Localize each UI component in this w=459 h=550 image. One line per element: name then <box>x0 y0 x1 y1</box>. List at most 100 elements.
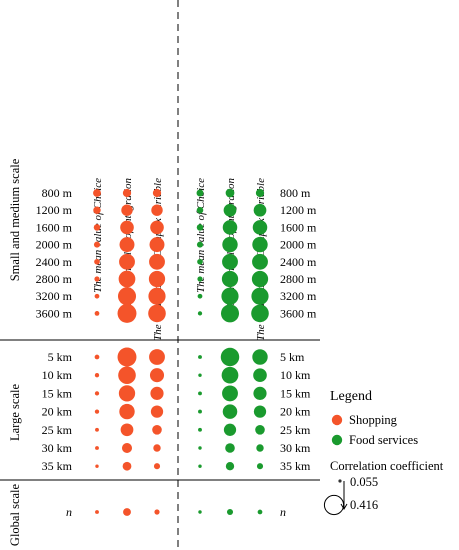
row-label-right: 35 km <box>280 459 311 473</box>
bubble <box>196 206 204 214</box>
row-label-right: 2800 m <box>280 272 317 286</box>
bubble <box>222 236 238 253</box>
bubble <box>150 220 164 235</box>
bubbles <box>93 188 269 516</box>
bubble <box>196 224 204 231</box>
bubble <box>95 427 99 432</box>
bubble <box>150 405 164 418</box>
row-label-right: 5 km <box>280 350 305 364</box>
bubble <box>252 236 268 253</box>
bubble <box>198 510 202 514</box>
bubble <box>251 304 269 323</box>
bubble <box>149 368 165 383</box>
bubble <box>119 403 135 420</box>
legend-series-label: Shopping <box>349 413 398 427</box>
row-label-left: 2400 m <box>36 255 73 269</box>
bubble <box>150 386 164 400</box>
bubble <box>198 446 202 450</box>
bubble <box>222 385 238 402</box>
legend-size-max-label: 0.416 <box>350 498 378 512</box>
bubble <box>253 405 267 418</box>
bubble <box>198 355 202 359</box>
legend-swatch <box>331 434 343 446</box>
bubble <box>197 276 203 282</box>
bubble <box>252 220 268 235</box>
bubble <box>94 311 100 316</box>
row-label-left: 3600 m <box>36 306 73 320</box>
bubble <box>253 203 267 217</box>
bubble <box>148 270 166 288</box>
bubble <box>94 293 100 299</box>
bubble <box>154 509 160 515</box>
bubble <box>120 220 134 235</box>
row-label-right: 2400 m <box>280 255 317 269</box>
row-label-left: 25 km <box>42 423 73 437</box>
bubble <box>94 354 100 360</box>
row-label-right: 2000 m <box>280 238 317 252</box>
bubble <box>93 189 101 197</box>
bubble <box>151 204 163 216</box>
bubble <box>122 188 132 198</box>
bubble <box>94 373 100 378</box>
row-label-right: 25 km <box>280 423 311 437</box>
bubble <box>119 237 135 253</box>
row-label-left: 10 km <box>42 368 73 382</box>
row-label-right: 20 km <box>280 405 311 419</box>
bubble <box>94 391 100 396</box>
row-label-left: 15 km <box>42 386 73 400</box>
bubble <box>253 368 267 383</box>
row-label-left: 800 m <box>42 186 73 200</box>
group-label: Large scale <box>8 384 22 441</box>
bubble <box>95 446 99 450</box>
bubble <box>117 347 137 367</box>
bubble <box>220 304 240 323</box>
legend-size-large <box>323 494 345 516</box>
bubble <box>198 373 202 377</box>
row-label-right: 1200 m <box>280 203 317 217</box>
legend-title: Legend <box>330 389 372 404</box>
row-label-left: 2800 m <box>36 272 73 286</box>
bubble <box>223 203 237 217</box>
legend-size-min-label: 0.055 <box>350 475 378 489</box>
row-label-right: n <box>280 505 286 519</box>
bubble <box>221 270 239 288</box>
bubble <box>149 349 165 365</box>
bubble <box>94 258 100 265</box>
bubble <box>149 237 165 253</box>
group-label: Global scale <box>8 483 22 546</box>
bubble <box>123 508 131 516</box>
legend-size-title: Correlation coefficient <box>330 459 444 473</box>
bubble <box>93 241 101 248</box>
group-label: Small and medium scale <box>8 158 22 281</box>
bubble <box>149 253 165 270</box>
bubble <box>196 189 204 197</box>
bubble <box>198 409 202 414</box>
row-label-left: 35 km <box>42 459 73 473</box>
legend-swatch <box>331 414 343 426</box>
bubble <box>252 253 268 270</box>
legend-series-label: Food services <box>349 433 418 447</box>
bubble <box>222 220 238 235</box>
bubble <box>152 424 162 435</box>
bubble <box>117 287 137 306</box>
bubble <box>197 311 203 316</box>
bubble <box>120 423 134 437</box>
bubble <box>198 391 202 396</box>
bubble <box>251 287 269 305</box>
row-label-left: 5 km <box>48 350 73 364</box>
row-label-left: n <box>66 505 72 519</box>
bubble <box>122 461 132 471</box>
bubble <box>118 385 136 402</box>
column-label: The mean value of Choice <box>195 178 207 293</box>
bubble <box>94 276 100 282</box>
bubble <box>255 188 265 198</box>
row-label-left: 1600 m <box>36 220 73 234</box>
bubble <box>225 188 235 198</box>
bubble <box>226 508 234 516</box>
row-label-left: 30 km <box>42 441 73 455</box>
bubble <box>255 424 265 435</box>
bubble <box>118 366 136 385</box>
bubble <box>95 464 99 468</box>
bubble <box>153 463 161 470</box>
bubble <box>225 462 235 471</box>
